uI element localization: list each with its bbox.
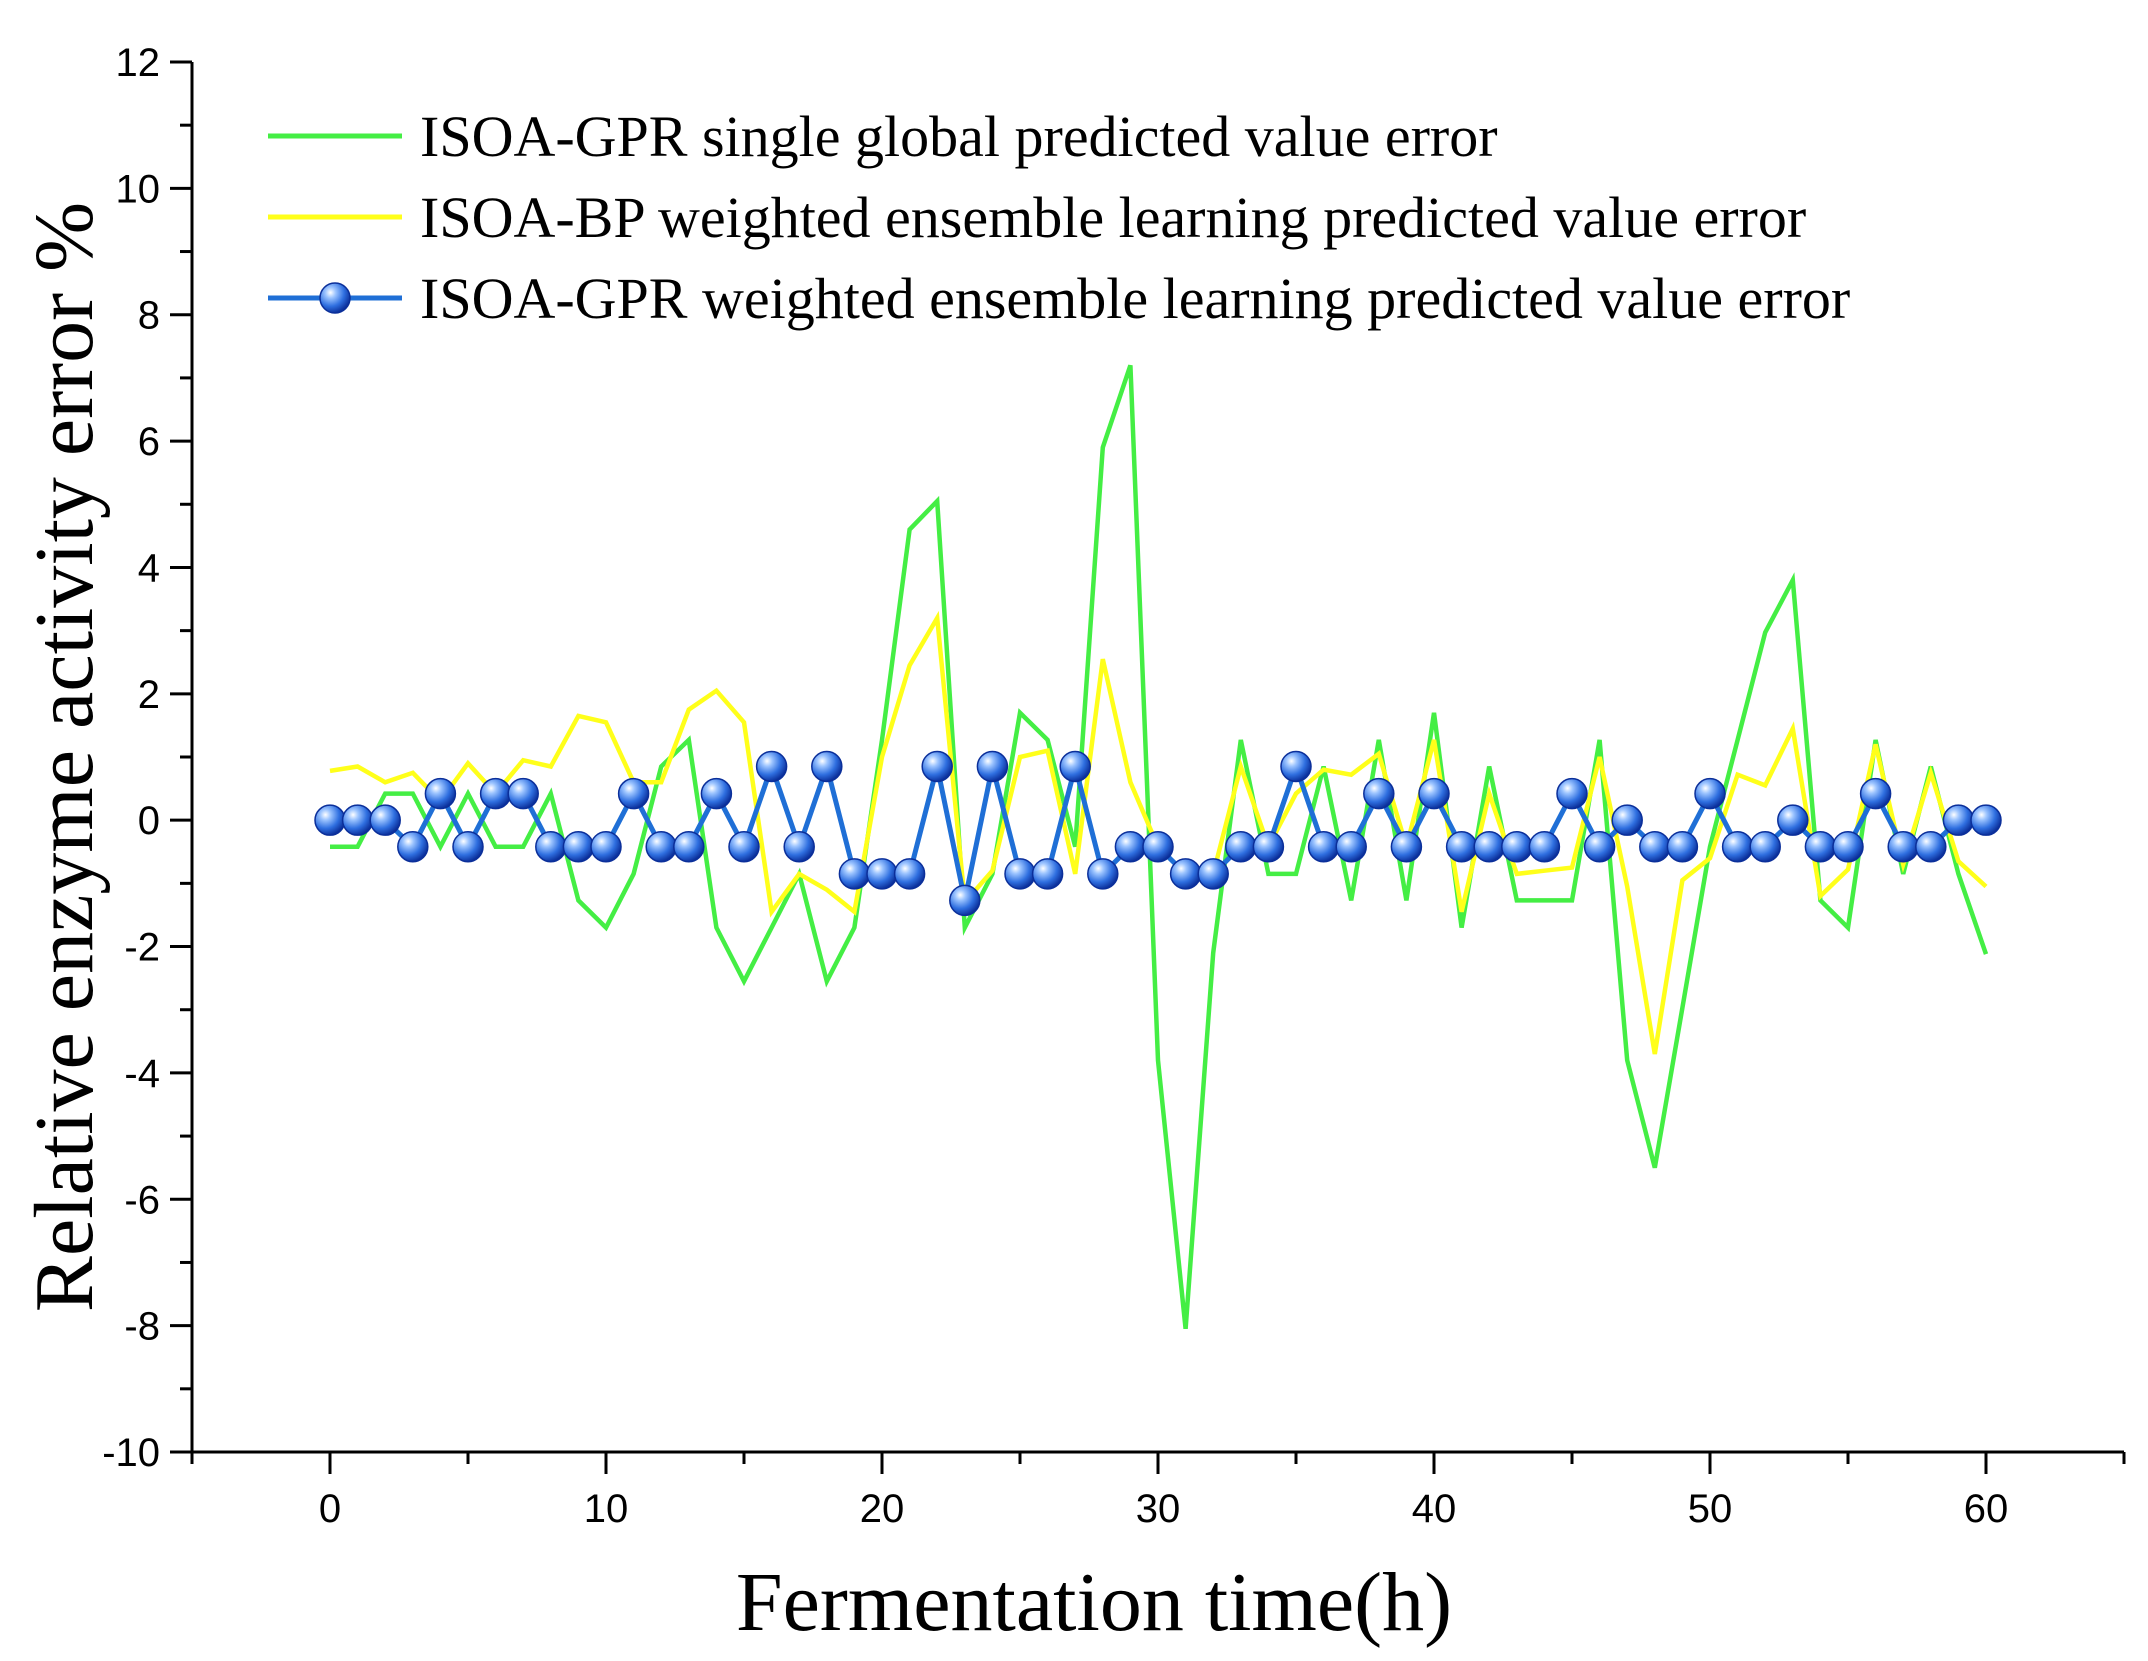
data-point-gpr-ensemble bbox=[341, 804, 374, 836]
data-point-gpr-ensemble bbox=[1031, 858, 1064, 890]
data-point-gpr-ensemble bbox=[1280, 750, 1312, 783]
y-tick-label: 0 bbox=[138, 799, 160, 843]
data-point-gpr-ensemble bbox=[1225, 830, 1257, 863]
data-point-gpr-ensemble bbox=[562, 830, 595, 863]
data-point-gpr-ensemble bbox=[1252, 830, 1285, 863]
y-tick-label: 4 bbox=[138, 546, 160, 590]
data-point-gpr-ensemble bbox=[424, 777, 457, 810]
data-point-gpr-ensemble bbox=[1694, 777, 1726, 810]
y-tick-label: -8 bbox=[124, 1305, 160, 1349]
legend-marker-gpr-ensemble bbox=[319, 282, 351, 314]
legend-label-gpr-single: ISOA-GPR single global predicted value e… bbox=[420, 104, 1498, 169]
data-point-gpr-ensemble bbox=[452, 830, 484, 863]
data-point-gpr-ensemble bbox=[755, 750, 788, 783]
data-point-gpr-ensemble bbox=[1142, 830, 1174, 863]
data-point-gpr-ensemble bbox=[1114, 830, 1147, 863]
data-point-gpr-ensemble bbox=[976, 750, 1009, 783]
data-point-gpr-ensemble bbox=[314, 804, 346, 836]
y-tick-label: 8 bbox=[138, 294, 160, 338]
y-tick-label: -4 bbox=[124, 1052, 160, 1096]
data-point-gpr-ensemble bbox=[1528, 830, 1561, 863]
data-point-gpr-ensemble bbox=[728, 830, 760, 863]
series-line-gpr-single bbox=[330, 364, 1989, 1330]
data-point-gpr-ensemble bbox=[1087, 858, 1119, 890]
data-point-gpr-ensemble bbox=[369, 804, 401, 836]
data-point-gpr-ensemble bbox=[1335, 830, 1367, 863]
data-point-gpr-ensemble bbox=[921, 750, 953, 783]
data-point-gpr-ensemble bbox=[866, 858, 898, 890]
data-point-gpr-ensemble bbox=[893, 858, 926, 890]
data-point-gpr-ensemble bbox=[507, 777, 539, 810]
x-axis-title: Fermentation time(h) bbox=[736, 1556, 1452, 1649]
y-tick-label: 6 bbox=[138, 420, 160, 464]
data-point-gpr-ensemble bbox=[479, 777, 512, 810]
data-point-gpr-ensemble bbox=[1777, 804, 1809, 836]
y-tick-label: -6 bbox=[124, 1178, 160, 1222]
series-layer bbox=[314, 364, 2002, 1330]
x-tick-label: 50 bbox=[1688, 1487, 1733, 1531]
data-point-gpr-ensemble bbox=[1169, 858, 1202, 890]
data-point-gpr-ensemble bbox=[1832, 830, 1864, 863]
data-point-gpr-ensemble bbox=[1556, 777, 1588, 810]
y-ticks: -10 -8 -6 -4 -2 0 2 4 6 8 10 12 bbox=[102, 41, 192, 1475]
data-point-gpr-ensemble bbox=[1445, 830, 1478, 863]
data-point-gpr-ensemble bbox=[1473, 830, 1505, 863]
legend-label-gpr-ensemble: ISOA-GPR weighted ensemble learning pred… bbox=[420, 266, 1850, 331]
data-point-gpr-ensemble bbox=[645, 830, 677, 863]
x-tick-label: 20 bbox=[860, 1487, 905, 1531]
legend: ISOA-GPR single global predicted value e… bbox=[268, 104, 1850, 331]
data-point-gpr-ensemble bbox=[838, 858, 871, 890]
data-point-gpr-ensemble bbox=[1804, 830, 1837, 863]
data-point-gpr-ensemble bbox=[1859, 777, 1892, 810]
data-point-gpr-ensemble bbox=[949, 884, 981, 917]
x-tick-label: 40 bbox=[1412, 1487, 1457, 1531]
data-point-gpr-ensemble bbox=[1749, 830, 1781, 863]
data-point-gpr-ensemble bbox=[1418, 777, 1450, 810]
x-tick-label: 60 bbox=[1964, 1487, 2009, 1531]
data-point-gpr-ensemble bbox=[535, 830, 567, 863]
data-point-gpr-ensemble bbox=[1059, 750, 1091, 783]
data-point-gpr-ensemble bbox=[1363, 777, 1395, 810]
x-tick-label: 30 bbox=[1136, 1487, 1181, 1531]
x-ticks: 0 10 20 30 40 50 60 bbox=[190, 1452, 2126, 1531]
data-point-gpr-ensemble bbox=[1004, 858, 1036, 890]
y-tick-label: 2 bbox=[138, 673, 160, 717]
data-point-gpr-ensemble bbox=[811, 750, 843, 783]
data-point-gpr-ensemble bbox=[1639, 830, 1671, 863]
data-point-gpr-ensemble bbox=[1611, 804, 1643, 836]
data-point-gpr-ensemble bbox=[1307, 830, 1340, 863]
y-tick-label: 12 bbox=[116, 41, 161, 85]
data-point-gpr-ensemble bbox=[783, 830, 815, 863]
x-tick-label: 10 bbox=[584, 1487, 629, 1531]
y-tick-label: 10 bbox=[116, 167, 161, 211]
data-point-gpr-ensemble bbox=[1721, 830, 1754, 863]
data-point-gpr-ensemble bbox=[1583, 830, 1616, 863]
data-point-gpr-ensemble bbox=[700, 777, 733, 810]
y-axis-title: Relative enzyme activity error % bbox=[18, 202, 111, 1312]
y-tick-label: -10 bbox=[102, 1431, 160, 1475]
y-tick-label: -2 bbox=[124, 926, 160, 970]
data-point-gpr-ensemble bbox=[1915, 830, 1947, 863]
data-point-gpr-ensemble bbox=[1197, 858, 1229, 890]
data-point-gpr-ensemble bbox=[617, 777, 650, 810]
data-point-gpr-ensemble bbox=[1970, 804, 2002, 836]
data-point-gpr-ensemble bbox=[673, 830, 705, 863]
legend-label-bp-ensemble: ISOA-BP weighted ensemble learning predi… bbox=[420, 185, 1806, 250]
data-point-gpr-ensemble bbox=[1501, 830, 1533, 863]
data-point-gpr-ensemble bbox=[1887, 830, 1919, 863]
data-point-gpr-ensemble bbox=[1942, 804, 1975, 836]
data-point-gpr-ensemble bbox=[1666, 830, 1699, 863]
data-point-gpr-ensemble bbox=[397, 830, 429, 863]
data-point-gpr-ensemble bbox=[1390, 830, 1423, 863]
data-point-gpr-ensemble bbox=[590, 830, 622, 863]
x-tick-label: 0 bbox=[319, 1487, 341, 1531]
